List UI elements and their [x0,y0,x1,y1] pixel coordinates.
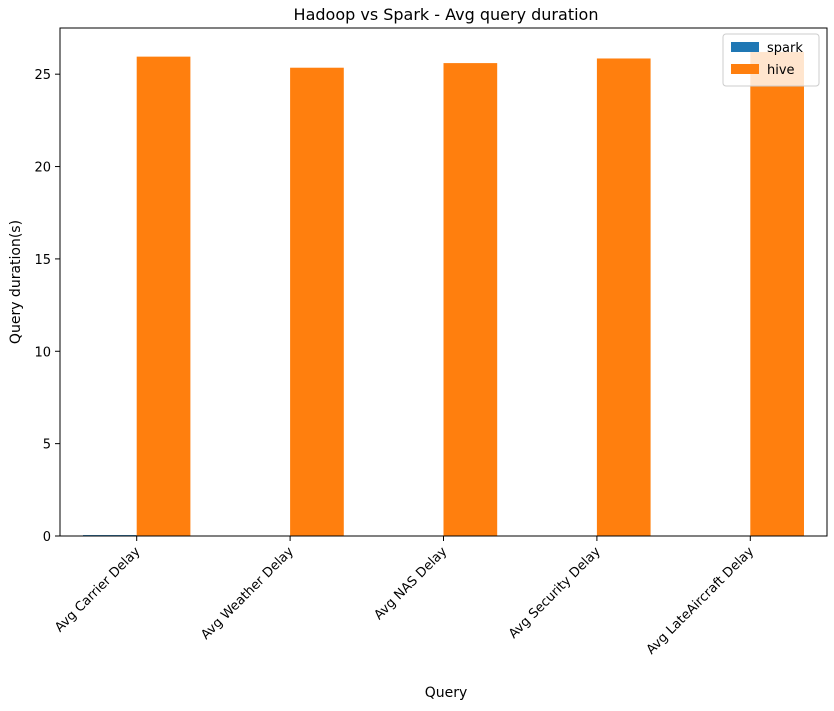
bar-hive-0 [136,56,191,537]
x-axis-label: Query [425,685,468,701]
bar-hive-2 [443,63,498,537]
bar-hive-3 [596,58,651,536]
y-tick-label: 0 [43,530,51,545]
legend-swatch-spark [731,42,759,52]
legend-label-hive: hive [767,63,795,78]
legend-swatch-hive [731,64,759,74]
bar-hive-4 [750,52,804,536]
y-tick-label: 25 [34,68,51,83]
y-axis-label: Query duration(s) [8,220,24,344]
chart-title: Hadoop vs Spark - Avg query duration [294,5,599,24]
y-tick-label: 20 [34,161,51,176]
y-tick-label: 10 [34,345,51,360]
bar-hive-1 [290,67,344,536]
y-tick-label: 15 [34,253,51,268]
legend-label-spark: spark [767,41,803,56]
legend: spark hive [722,33,820,87]
y-tick-label: 5 [43,438,51,453]
